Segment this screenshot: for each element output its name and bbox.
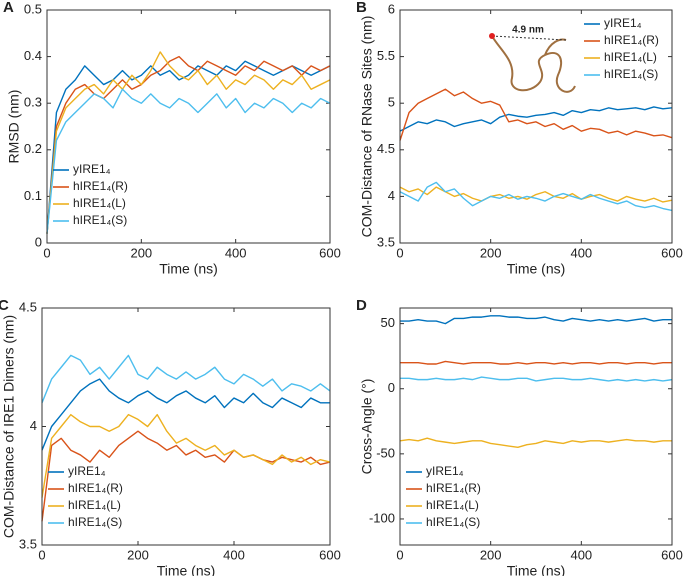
y-tick-label: 4.5 — [377, 141, 395, 156]
series-line — [399, 437, 672, 449]
y-tick-label: 4.5 — [19, 299, 37, 314]
legend-label: hIRE1₄(S) — [73, 213, 127, 227]
plot-frame — [399, 9, 673, 244]
y-tick-label: 0 — [35, 234, 42, 249]
x-tick-label: 600 — [319, 245, 341, 260]
series-line — [46, 51, 331, 234]
annotation: 4.9 nm — [512, 25, 544, 36]
series-line — [400, 315, 672, 325]
inset-molecule — [489, 33, 576, 93]
y-tick-label: -100 — [369, 510, 395, 525]
legend-label: hIRE1₄(L) — [73, 196, 126, 210]
y-tick-label: 0.3 — [24, 95, 42, 110]
y-tick-label: 6 — [388, 1, 395, 16]
series-line — [399, 186, 673, 203]
series-line — [41, 430, 331, 522]
x-tick-label: 0 — [43, 245, 50, 260]
y-axis-label: RMSD (nm) — [6, 90, 22, 164]
legend-label: hIRE1₄(S) — [426, 515, 480, 529]
legend-label: hIRE1₄(R) — [68, 481, 123, 495]
y-tick-label: 3.5 — [377, 234, 395, 249]
x-tick-label: 200 — [480, 547, 502, 562]
molecule-backbone — [491, 35, 576, 93]
x-tick-label: 400 — [225, 245, 247, 260]
y-tick-label: 5 — [388, 95, 395, 110]
x-tick-label: 200 — [480, 245, 502, 260]
x-tick-label: 0 — [396, 245, 403, 260]
y-tick-label: -50 — [376, 445, 395, 460]
series-line — [399, 106, 673, 132]
legend-label: hIRE1₄(L) — [604, 50, 657, 64]
legend-label: yIRE1₄ — [68, 464, 106, 478]
plot-frame — [41, 307, 331, 546]
x-tick-label: 600 — [661, 245, 683, 260]
series-line — [41, 354, 331, 404]
plot-frame — [399, 307, 673, 546]
legend-label: hIRE1₄(S) — [604, 67, 658, 81]
x-tick-label: 0 — [396, 547, 403, 562]
plot-frame — [46, 9, 331, 244]
y-tick-label: 0.4 — [24, 48, 42, 63]
legend-label: hIRE1₄(S) — [68, 515, 122, 529]
y-tick-label: 5.5 — [377, 48, 395, 63]
x-axis-label: Time (ns) — [507, 563, 566, 576]
distance-line — [491, 35, 567, 41]
x-tick-label: 400 — [223, 547, 245, 562]
x-axis-label: Time (ns) — [157, 563, 216, 576]
legend-label: yIRE1₄ — [604, 16, 642, 30]
y-tick-label: 0.2 — [24, 141, 42, 156]
x-tick-label: 200 — [127, 547, 149, 562]
panel-label: C — [0, 297, 9, 314]
panel-label: D — [356, 297, 367, 314]
series-line — [399, 88, 673, 141]
x-tick-label: 0 — [38, 547, 45, 562]
y-tick-label: 0.5 — [24, 1, 42, 16]
x-tick-label: 200 — [130, 245, 152, 260]
legend-label: hIRE1₄(R) — [73, 179, 128, 193]
y-axis-label: COM-Distance of RNase Sites (nm) — [359, 16, 375, 238]
x-tick-label: 600 — [319, 547, 341, 562]
legend-label: yIRE1₄ — [73, 162, 111, 176]
legend-label: hIRE1₄(R) — [604, 33, 659, 47]
x-tick-label: 400 — [570, 245, 592, 260]
x-axis-label: Time (ns) — [507, 261, 566, 277]
series-line — [399, 181, 673, 212]
x-axis-label: Time (ns) — [159, 261, 218, 277]
site-marker — [489, 33, 495, 39]
panel-label: A — [3, 0, 14, 16]
series-line — [400, 360, 672, 365]
series-line — [46, 88, 331, 234]
legend-label: hIRE1₄(L) — [426, 498, 479, 512]
y-tick-label: 50 — [381, 315, 395, 330]
legend-label: hIRE1₄(R) — [426, 481, 481, 495]
y-tick-label: 4 — [388, 188, 395, 203]
legend-label: hIRE1₄(L) — [68, 498, 121, 512]
y-tick-label: 0 — [388, 380, 395, 395]
series-line — [41, 413, 331, 498]
y-tick-label: 0.1 — [24, 188, 42, 203]
panel-label: B — [356, 0, 367, 16]
series-line — [41, 378, 330, 451]
legend-label: yIRE1₄ — [426, 464, 464, 478]
series-line — [400, 376, 673, 382]
x-tick-label: 400 — [570, 547, 592, 562]
y-tick-label: 4 — [30, 418, 37, 433]
y-tick-label: 3.5 — [19, 536, 37, 551]
y-axis-label: COM-Distance of IRE1 Dimers (nm) — [1, 315, 17, 538]
x-tick-label: 600 — [661, 547, 683, 562]
y-axis-label: Cross-Angle (°) — [359, 379, 375, 475]
